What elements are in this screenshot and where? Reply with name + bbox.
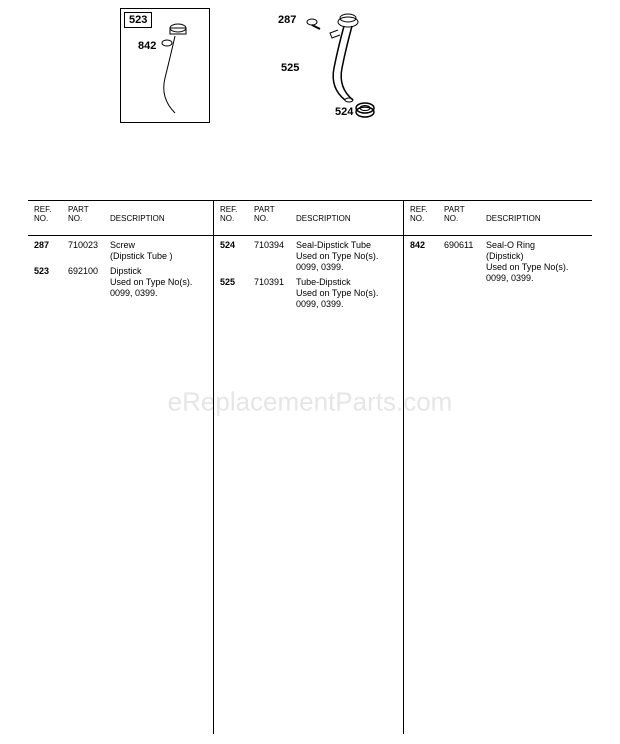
table-row: 525 710391 Tube-Dipstick Used on Type No… xyxy=(220,277,397,310)
table-row: 523 692100 Dipstick Used on Type No(s). … xyxy=(34,266,207,299)
ref-no: 287 xyxy=(34,240,68,262)
table-row: 287 710023 Screw (Dipstick Tube ) xyxy=(34,240,207,262)
description-cell: Screw (Dipstick Tube ) xyxy=(110,240,207,262)
header-row: REF. NO. PART NO. DESCRIPTION REF. NO. xyxy=(28,201,592,235)
tube-drawing xyxy=(290,8,410,138)
header-part: PART NO. xyxy=(444,205,486,223)
header-desc: DESCRIPTION xyxy=(486,205,586,223)
ref-no: 842 xyxy=(410,240,444,284)
part-no: 710394 xyxy=(254,240,296,273)
description-cell: Seal-O Ring (Dipstick) Used on Type No(s… xyxy=(486,240,586,284)
header-part: PART NO. xyxy=(254,205,296,223)
ref-no: 524 xyxy=(220,240,254,273)
ref-no: 525 xyxy=(220,277,254,310)
header-part: PART NO. xyxy=(68,205,110,223)
parts-table: REF. NO. PART NO. DESCRIPTION REF. NO. xyxy=(28,200,592,734)
header-ref: REF. NO. xyxy=(410,205,444,223)
table-row: 842 690611 Seal-O Ring (Dipstick) Used o… xyxy=(410,240,586,284)
table-row: 524 710394 Seal-Dipstick Tube Used on Ty… xyxy=(220,240,397,273)
parts-diagram: 523 842 287 525 524 xyxy=(0,0,620,196)
part-no: 690611 xyxy=(444,240,486,284)
header-ref: REF. NO. xyxy=(34,205,68,223)
dipstick-drawing xyxy=(120,8,210,123)
part-no: 692100 xyxy=(68,266,110,299)
header-desc: DESCRIPTION xyxy=(296,205,397,223)
part-no: 710391 xyxy=(254,277,296,310)
description-cell: Seal-Dipstick Tube Used on Type No(s). 0… xyxy=(296,240,397,273)
part-no: 710023 xyxy=(68,240,110,262)
header-ref: REF. NO. xyxy=(220,205,254,223)
description-cell: Dipstick Used on Type No(s). 0099, 0399. xyxy=(110,266,207,299)
body-row: 287 710023 Screw (Dipstick Tube ) 523 69… xyxy=(28,236,592,734)
ref-no: 523 xyxy=(34,266,68,299)
description-cell: Tube-Dipstick Used on Type No(s). 0099, … xyxy=(296,277,397,310)
header-desc: DESCRIPTION xyxy=(110,205,207,223)
